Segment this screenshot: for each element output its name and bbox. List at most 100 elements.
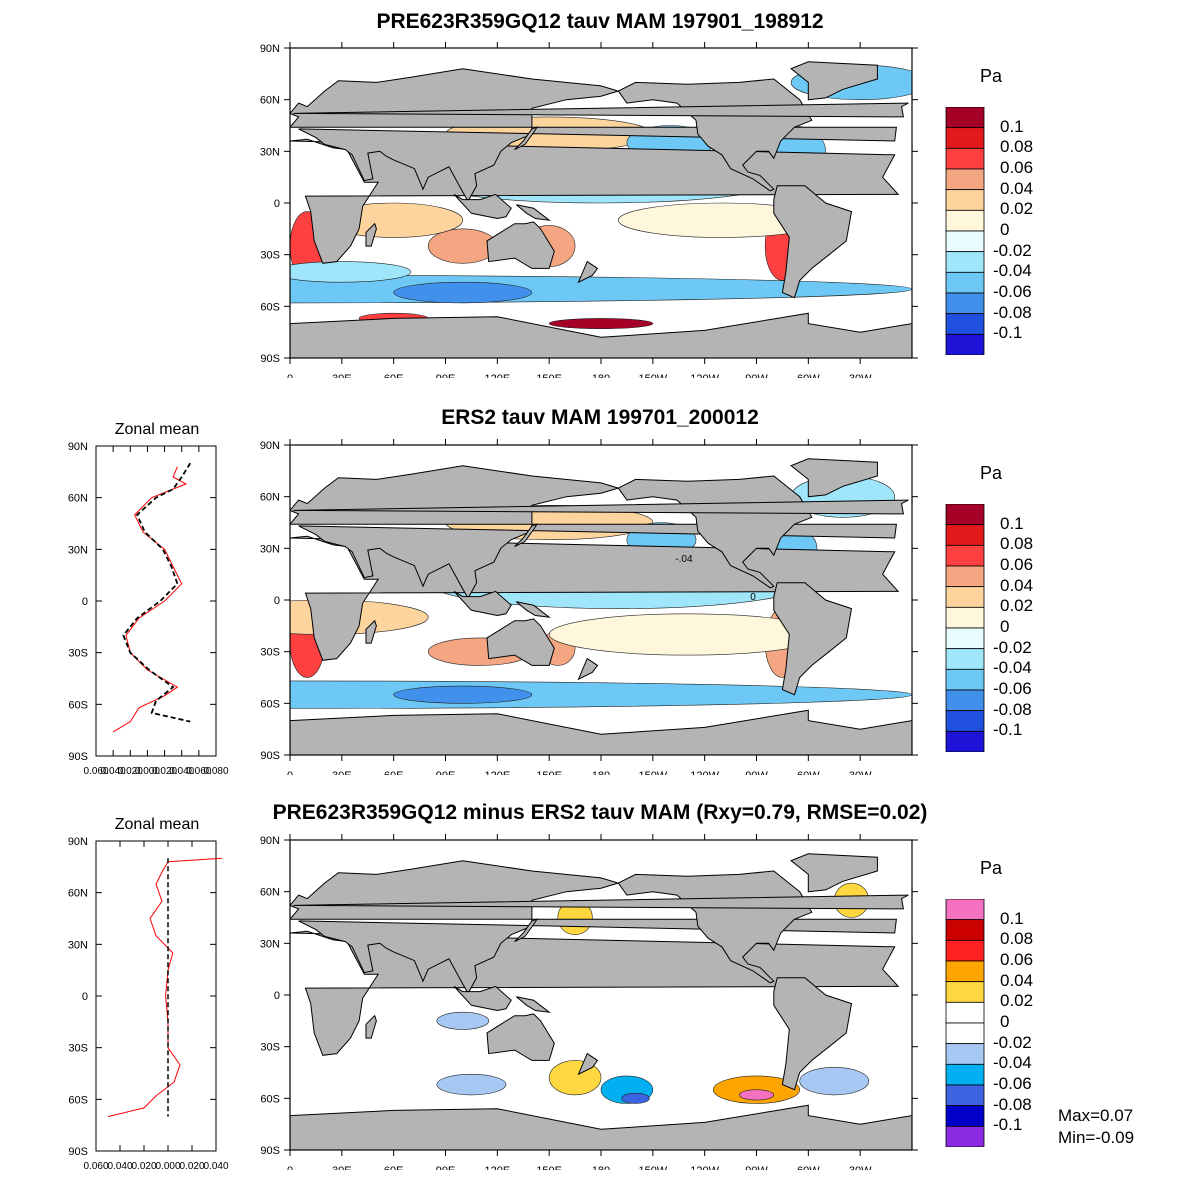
- zonal-x-tick-label: 0.000: [155, 1161, 180, 1172]
- colorbar-tick-label: 0.04: [1000, 575, 1034, 595]
- zonal-x-tick-label: 0.020: [152, 766, 177, 777]
- land-borneo-indonesia: [453, 590, 512, 617]
- lon-tick-label: 150E: [536, 1165, 562, 1170]
- panel2-title: ERS2 tauv MAM 199701_200012: [441, 406, 759, 429]
- lon-tick-label: 30E: [332, 1165, 352, 1170]
- panel3-title: PRE623R359GQ12 minus ERS2 tauv MAM (Rxy=…: [272, 801, 928, 824]
- zonal-lat-tick-label: 30N: [68, 939, 88, 951]
- land-madagascar: [365, 222, 377, 247]
- lon-tick-label: 90W: [745, 373, 768, 378]
- colorbar-box: [945, 960, 985, 983]
- colorbar-box: [945, 981, 985, 1003]
- lon-tick-label: 30E: [332, 373, 352, 378]
- colorbar-tick-label: 0.04: [1000, 178, 1034, 198]
- lon-tick-label: 30W: [849, 1165, 872, 1170]
- panel3-zonal-mean-plot: 90N60N30N030S60S90S0.0600.0400.0200.0000…: [68, 836, 229, 1172]
- colorbar-box: [945, 627, 985, 650]
- colorbar-box: [945, 710, 985, 732]
- colorbar-tick-label: -0.1: [993, 1115, 1023, 1135]
- colorbar-tick-label: -0.1: [993, 323, 1023, 343]
- panel1-colorbar: [945, 107, 985, 355]
- land-south-america: [773, 185, 853, 299]
- panel3-units: Pa: [980, 858, 1003, 878]
- colorbar-tick-label: 0.06: [1000, 950, 1034, 969]
- colorbar-box: [945, 919, 985, 941]
- lon-tick-label: 0: [287, 1165, 293, 1170]
- land-australia: [486, 1013, 555, 1061]
- lon-tick-label: 60E: [384, 770, 404, 775]
- colorbar-tick-label: -0.02: [993, 240, 1032, 260]
- stats-max: Max=0.07: [1058, 1106, 1134, 1125]
- land-europe-asia: [290, 860, 897, 995]
- lon-tick-label: 90E: [436, 373, 456, 378]
- zonal-x-tick-label: 0.060: [186, 766, 211, 777]
- lon-tick-label: 60W: [797, 1165, 820, 1170]
- lat-tick-label: 30N: [260, 938, 280, 950]
- field-shading: [290, 458, 912, 755]
- lon-tick-label: 120E: [484, 373, 510, 378]
- zonal-x-tick-label: 0.060: [83, 1161, 108, 1172]
- colorbar-tick-label: -0.1: [993, 720, 1023, 740]
- colorbar-box: [945, 1022, 985, 1045]
- lon-tick-label: 90W: [745, 770, 768, 775]
- colorbar-box: [945, 333, 985, 355]
- lat-tick-label: 60N: [260, 887, 280, 899]
- colorbar-box: [945, 1084, 985, 1107]
- lat-tick-label: 30S: [260, 647, 280, 659]
- colorbar-box: [945, 251, 985, 273]
- colorbar-box: [945, 127, 985, 149]
- contour-region: [799, 1067, 870, 1096]
- contour-region: [436, 1073, 507, 1096]
- land-new-zealand: [577, 260, 599, 284]
- lon-tick-label: 30W: [849, 373, 872, 378]
- lon-tick-label: 120W: [690, 1165, 719, 1170]
- colorbar-tick-label: -0.08: [993, 302, 1032, 322]
- panel2-zonal-title: Zonal mean: [114, 421, 200, 438]
- land-europe-asia: [290, 68, 897, 203]
- zonal-lat-tick-label: 60N: [68, 493, 88, 505]
- lat-tick-label: 30S: [260, 250, 280, 262]
- contour-region: [548, 318, 654, 330]
- contour-region: [393, 685, 533, 704]
- colorbar-box: [945, 606, 985, 629]
- colorbar-box: [945, 1001, 985, 1024]
- lon-tick-label: 60W: [797, 373, 820, 378]
- land-greenland: [790, 61, 878, 101]
- colorbar-tick-label: 0.1: [1000, 116, 1024, 136]
- lon-tick-label: 120E: [484, 770, 510, 775]
- panel3-zonal-title: Zonal mean: [114, 816, 200, 833]
- zonal-lat-tick-label: 60S: [68, 699, 88, 711]
- zonal-lat-tick-label: 0: [82, 596, 88, 608]
- colorbar-tick-label: 0.06: [1000, 555, 1034, 574]
- colorbar-tick-label: 0: [1000, 1012, 1010, 1031]
- zonal-x-tick-label: 0.080: [203, 766, 228, 777]
- colorbar-tick-label: 0.08: [1000, 929, 1034, 949]
- colorbar-tick-label: -0.06: [993, 1074, 1032, 1093]
- zonal-lat-tick-label: 90N: [68, 836, 88, 848]
- colorbar-tick-label: -0.02: [993, 1032, 1032, 1052]
- contour-region: [738, 1089, 775, 1101]
- land-south-america: [773, 582, 853, 696]
- land-japan: [514, 126, 539, 151]
- lat-tick-label: 60S: [260, 698, 280, 710]
- land-uk: [293, 499, 909, 515]
- zonal-obs-line: [122, 462, 192, 723]
- lat-tick-label: 30N: [260, 543, 280, 555]
- colorbar-box: [945, 504, 985, 526]
- lat-tick-label: 60S: [260, 301, 280, 313]
- panel2-units: Pa: [980, 463, 1003, 483]
- panel1-map: 90N 60N 30N 0 30S 60S 90S 0 30E 60E 90E 120E 150E 180…: [260, 42, 918, 378]
- colorbar-tick-label: 0.02: [1000, 991, 1034, 1011]
- contour-region: [393, 281, 533, 304]
- lon-tick-label: 30W: [849, 770, 872, 775]
- land-south-america: [773, 977, 853, 1091]
- colorbar-box: [945, 313, 985, 335]
- colorbar-tick-label: -0.04: [993, 658, 1032, 678]
- colorbar-tick-label: 0.1: [1000, 908, 1024, 928]
- lon-tick-label: 150W: [638, 373, 667, 378]
- contour-label: -.04: [675, 554, 693, 565]
- lon-tick-label: 120W: [690, 770, 719, 775]
- colorbar-tick-label: 0: [1000, 220, 1010, 239]
- contour-label: 0: [750, 592, 756, 603]
- land-greenland: [790, 853, 878, 893]
